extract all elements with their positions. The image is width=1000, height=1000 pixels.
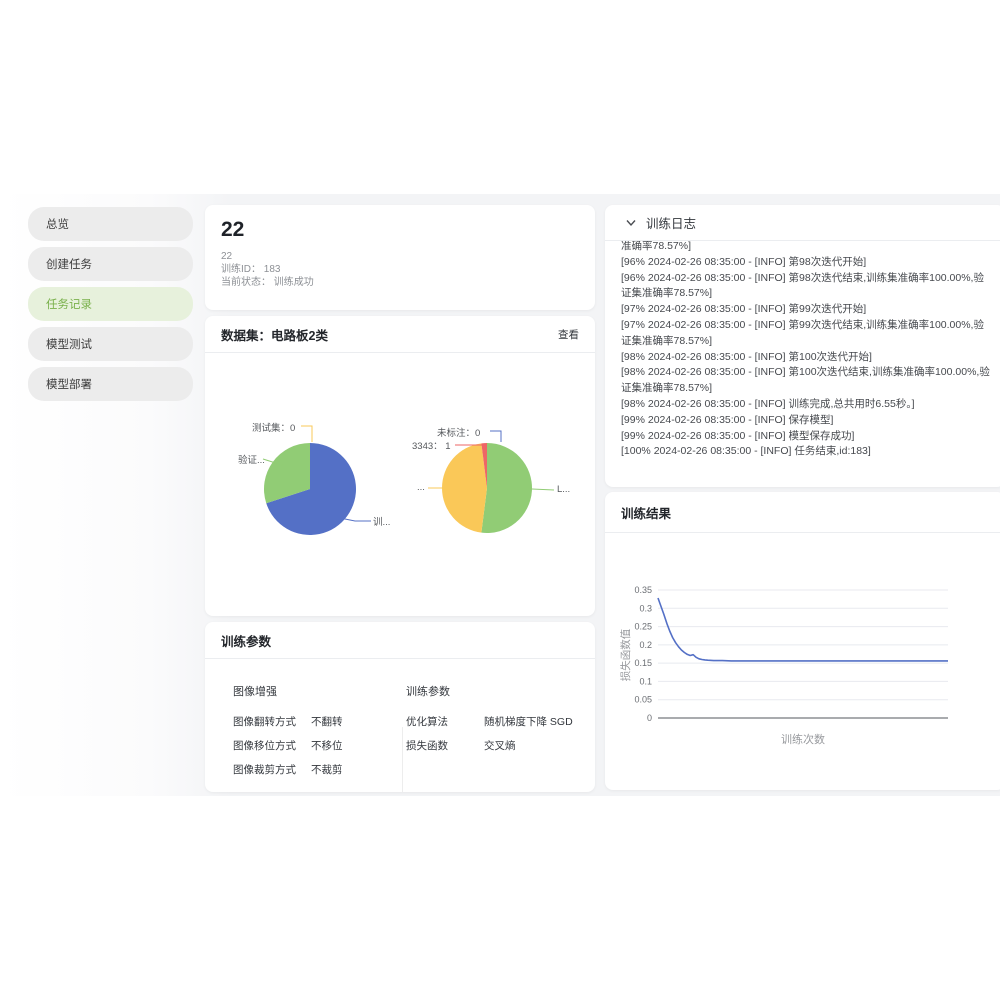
y-tick-label: 0.1 <box>639 676 652 686</box>
loss-line-chart: 0 0.05 0.1 0.15 0.2 0.25 0.3 0.35 损失函数值训练次数 <box>615 577 1000 757</box>
sidebar: 总览创建任务任务记录模型测试模型部署 <box>28 207 193 407</box>
loss-line-series <box>657 597 948 662</box>
pie-slice-label: 测试集：0 <box>252 423 296 434</box>
task-name: 22 <box>221 251 233 262</box>
log-line: [100% 2024-02-26 08:35:00 - [INFO] 任务结束,… <box>621 445 871 458</box>
log-title: 训练日志 <box>646 217 697 231</box>
pie-slice-label: 3343： 1 <box>412 441 451 452</box>
pie-callout-line <box>490 430 502 442</box>
task-status: 当前状态： 训练成功 <box>221 276 314 288</box>
pie-callout-line <box>531 488 555 491</box>
vertical-divider <box>402 727 403 792</box>
pie-slice[interactable] <box>481 443 487 488</box>
log-line: [98% 2024-02-26 08:35:00 - [INFO] 训练完成,总… <box>621 397 915 410</box>
y-tick-label: 0.3 <box>639 603 652 613</box>
task-meta: 22 训练ID： 183 当前状态： 训练成功 <box>221 251 579 289</box>
sidebar-item-1[interactable]: 创建任务 <box>28 247 193 281</box>
task-training-id: 训练ID： 183 <box>221 263 281 275</box>
divider <box>605 240 1000 241</box>
param-row: 图像移位方式 不移位 <box>233 739 406 753</box>
y-tick-label: 0.35 <box>634 585 652 595</box>
results-card-header: 训练结果 <box>605 492 1000 533</box>
log-line: [96% 2024-02-26 08:35:00 - [INFO] 第98次迭代… <box>621 255 867 268</box>
log-line: [97% 2024-02-26 08:35:00 - [INFO] 第99次迭代… <box>621 318 984 347</box>
pie-slice[interactable] <box>264 443 310 504</box>
training-results-card: 训练结果 0 0.05 0.1 0.15 0.2 0.25 0.3 0.35 损失函数值训练次数 <box>605 492 1000 790</box>
param-value: 随机梯度下降 SGD <box>484 716 573 728</box>
param-key: 损失函数 <box>406 740 448 752</box>
log-line: 准确率78.57%] <box>621 241 692 252</box>
sidebar-item-0[interactable]: 总览 <box>28 207 193 241</box>
log-line: [96% 2024-02-26 08:35:00 - [INFO] 第98次迭代… <box>621 271 984 300</box>
param-key: 图像裁剪方式 <box>233 764 296 776</box>
param-value: 不移位 <box>311 740 343 752</box>
param-value: 不翻转 <box>311 716 343 728</box>
training-log-list: 准确率78.57%] [96% 2024-02-26 08:35:00 - [IN… <box>621 241 991 460</box>
pie-slice[interactable] <box>266 443 356 535</box>
param-key: 图像翻转方式 <box>233 716 296 728</box>
y-tick-label: 0.05 <box>634 695 652 705</box>
param-value: 不裁剪 <box>311 764 343 776</box>
param-groups: 图像增强图像翻转方式 不翻转图像移位方式 不移位图像裁剪方式 不裁剪 训练参数优化算法 随… <box>205 659 595 792</box>
view-dataset-button[interactable]: 查看 <box>558 328 579 341</box>
param-group-title: 图像增强 <box>233 686 277 698</box>
param-row: 图像裁剪方式 不裁剪 <box>233 763 406 777</box>
y-tick-label: 0.15 <box>634 658 652 668</box>
training-log-card: 训练日志 准确率78.57%] [96% 2024-02-26 08:35:00 … <box>605 205 1000 487</box>
pie-slice-label: 验证... <box>238 455 265 466</box>
sidebar-item-2[interactable]: 任务记录 <box>28 287 193 321</box>
y-tick-label: 0.25 <box>634 622 652 632</box>
training-params-card: 训练参数 图像增强图像翻转方式 不翻转图像移位方式 不移位图像裁剪方式 不裁剪 训练参数… <box>205 622 595 792</box>
pie-slice-label: 训... <box>373 517 391 528</box>
pie-slice-label: 未标注：0 <box>437 428 481 439</box>
training-log-scroll-area[interactable]: 准确率78.57%] [96% 2024-02-26 08:35:00 - [IN… <box>605 241 1000 482</box>
dataset-card-header: 数据集：电路板2类 查看 <box>205 316 595 353</box>
task-title: 22 <box>221 218 245 241</box>
pie-callout-line <box>301 425 313 442</box>
task-summary-card: 22 22 训练ID： 183 当前状态： 训练成功 <box>205 205 595 310</box>
param-key: 图像移位方式 <box>233 740 296 752</box>
log-line: [97% 2024-02-26 08:35:00 - [INFO] 第99次迭代… <box>621 303 867 316</box>
params-title: 训练参数 <box>221 634 272 649</box>
pie-slice[interactable] <box>441 443 487 533</box>
param-group-title: 训练参数 <box>406 686 450 698</box>
log-line: [99% 2024-02-26 08:35:00 - [INFO] 模型保存成功… <box>621 429 855 442</box>
pie-slice[interactable] <box>481 443 532 533</box>
dataset-card: 数据集：电路板2类 查看 测试集：0 验证... 训... 未标注：0 3343： 1… <box>205 316 595 616</box>
log-card-header: 训练日志 <box>605 205 1000 240</box>
chevron-down-icon[interactable] <box>625 217 637 229</box>
pie-slice-label: L... <box>557 484 571 495</box>
param-value: 交叉熵 <box>484 740 516 752</box>
dataset-split-pie-chart: 测试集：0 验证... 训... <box>235 418 400 548</box>
x-axis-label: 训练次数 <box>781 732 825 746</box>
log-line: [98% 2024-02-26 08:35:00 - [INFO] 第100次迭… <box>621 350 872 363</box>
y-axis-label: 损失函数值 <box>619 628 632 681</box>
param-group-1: 训练参数优化算法 随机梯度下降 SGD 损失函数 交叉熵 <box>406 683 579 787</box>
log-line: [98% 2024-02-26 08:35:00 - [INFO] 第100次迭… <box>621 366 990 395</box>
sidebar-item-4[interactable]: 模型部署 <box>28 367 193 401</box>
sidebar-item-3[interactable]: 模型测试 <box>28 327 193 361</box>
params-card-header: 训练参数 <box>205 622 595 659</box>
param-group-0: 图像增强图像翻转方式 不翻转图像移位方式 不移位图像裁剪方式 不裁剪 <box>233 683 406 787</box>
log-line: [99% 2024-02-26 08:35:00 - [INFO] 保存模型] <box>621 413 834 426</box>
dataset-title: 数据集：电路板2类 <box>221 328 328 343</box>
results-title: 训练结果 <box>621 506 672 521</box>
y-tick-label: 0 <box>647 713 652 723</box>
param-row: 图像翻转方式 不翻转 <box>233 715 406 729</box>
pie-callout-line <box>262 458 283 466</box>
pie-callout-line <box>339 517 371 522</box>
pie-slice-label: ... <box>417 482 425 493</box>
param-row: 优化算法 随机梯度下降 SGD <box>406 715 579 729</box>
param-row: 损失函数 交叉熵 <box>406 739 579 753</box>
y-tick-label: 0.2 <box>639 640 652 650</box>
dataset-class-pie-chart: 未标注：0 3343： 1... L... <box>405 418 595 548</box>
param-key: 优化算法 <box>406 716 448 728</box>
